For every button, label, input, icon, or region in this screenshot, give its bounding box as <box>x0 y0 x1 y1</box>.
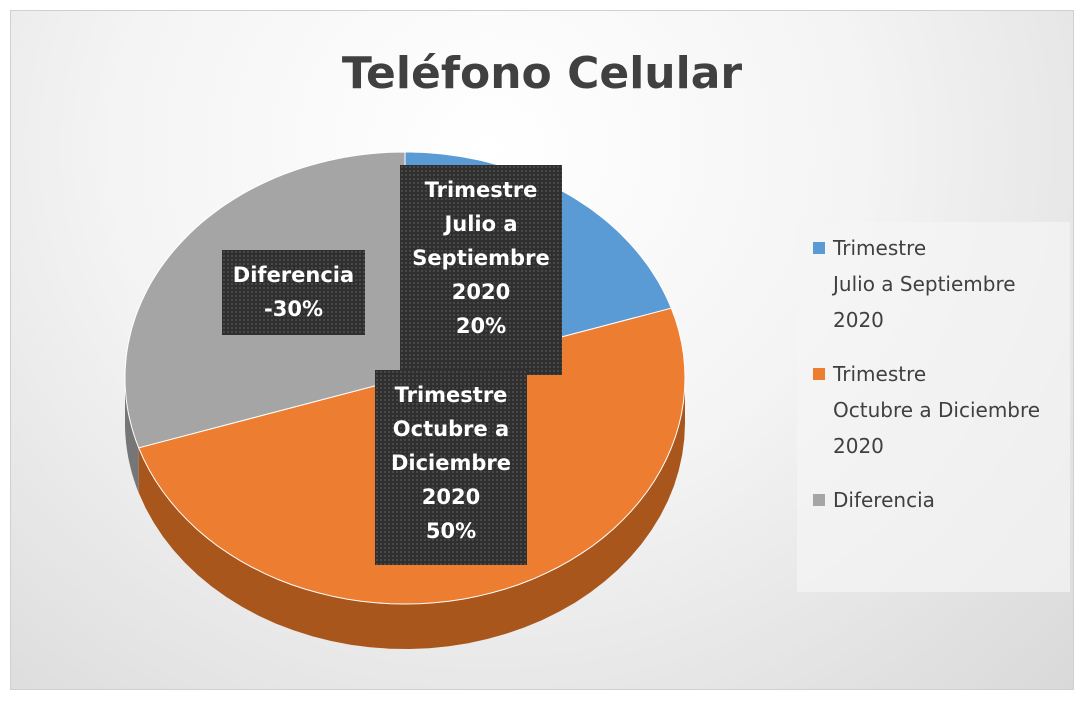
pie-slice-side <box>125 378 139 493</box>
legend: Trimestre Julio a Septiembre 2020 Trimest… <box>797 222 1070 592</box>
data-label-category: Trimestre Octubre a Diciembre 2020 <box>390 383 512 509</box>
legend-entry: Diferencia <box>813 482 935 518</box>
data-label: Trimestre Julio a Septiembre 2020 20% <box>400 165 562 375</box>
data-label: Trimestre Octubre a Diciembre 2020 50% <box>375 370 527 565</box>
legend-label: Trimestre Octubre a Diciembre 2020 <box>833 362 1041 458</box>
legend-entry: Trimestre Octubre a Diciembre 2020 <box>813 356 1040 464</box>
pie-slice-side <box>138 378 685 649</box>
data-label-value: 50% <box>425 519 477 543</box>
legend-entry: Trimestre Julio a Septiembre 2020 <box>813 230 1016 338</box>
legend-swatch <box>813 368 825 380</box>
data-label-value: -30% <box>264 297 323 321</box>
data-label-category: Trimestre Julio a Septiembre 2020 <box>412 178 550 304</box>
data-label: Diferencia -30% <box>222 250 365 335</box>
data-label-category: Diferencia <box>232 263 355 287</box>
data-label-value: 20% <box>455 314 507 338</box>
legend-swatch <box>813 494 825 506</box>
legend-label: Trimestre Julio a Septiembre 2020 <box>833 236 1016 332</box>
legend-swatch <box>813 242 825 254</box>
legend-label: Diferencia <box>833 488 935 512</box>
chart-title: Teléfono Celular <box>341 48 743 99</box>
